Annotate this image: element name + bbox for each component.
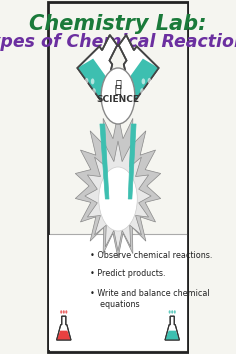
Circle shape [169, 310, 171, 314]
Text: 🧑: 🧑 [115, 78, 121, 88]
Text: Types of Chemical Reactions: Types of Chemical Reactions [0, 33, 236, 51]
Circle shape [60, 310, 62, 314]
Polygon shape [165, 331, 179, 340]
Polygon shape [77, 35, 117, 104]
Polygon shape [75, 114, 161, 258]
Polygon shape [130, 59, 159, 104]
Polygon shape [57, 331, 71, 340]
Circle shape [63, 310, 65, 314]
Text: 🔬: 🔬 [115, 85, 121, 95]
Polygon shape [128, 124, 136, 199]
Text: • Write and balance chemical
    equations: • Write and balance chemical equations [90, 289, 210, 309]
FancyBboxPatch shape [49, 235, 187, 350]
Polygon shape [100, 124, 109, 199]
Polygon shape [77, 59, 106, 104]
Circle shape [174, 310, 176, 314]
Polygon shape [119, 35, 159, 104]
Circle shape [101, 68, 135, 124]
Text: Chemistry Lab:: Chemistry Lab: [29, 14, 207, 34]
Circle shape [65, 310, 67, 314]
Polygon shape [85, 141, 151, 251]
Circle shape [142, 78, 145, 84]
Circle shape [99, 167, 137, 231]
Circle shape [140, 88, 144, 94]
Text: • Predict products.: • Predict products. [90, 269, 166, 279]
Polygon shape [165, 316, 179, 340]
Circle shape [148, 78, 151, 84]
Text: • Observe chemical reactions.: • Observe chemical reactions. [90, 251, 213, 261]
Circle shape [92, 88, 96, 94]
FancyBboxPatch shape [48, 2, 188, 352]
Circle shape [85, 78, 88, 84]
Polygon shape [57, 316, 71, 340]
Circle shape [91, 78, 94, 84]
Text: SCIENCE: SCIENCE [97, 96, 139, 104]
Circle shape [171, 310, 173, 314]
